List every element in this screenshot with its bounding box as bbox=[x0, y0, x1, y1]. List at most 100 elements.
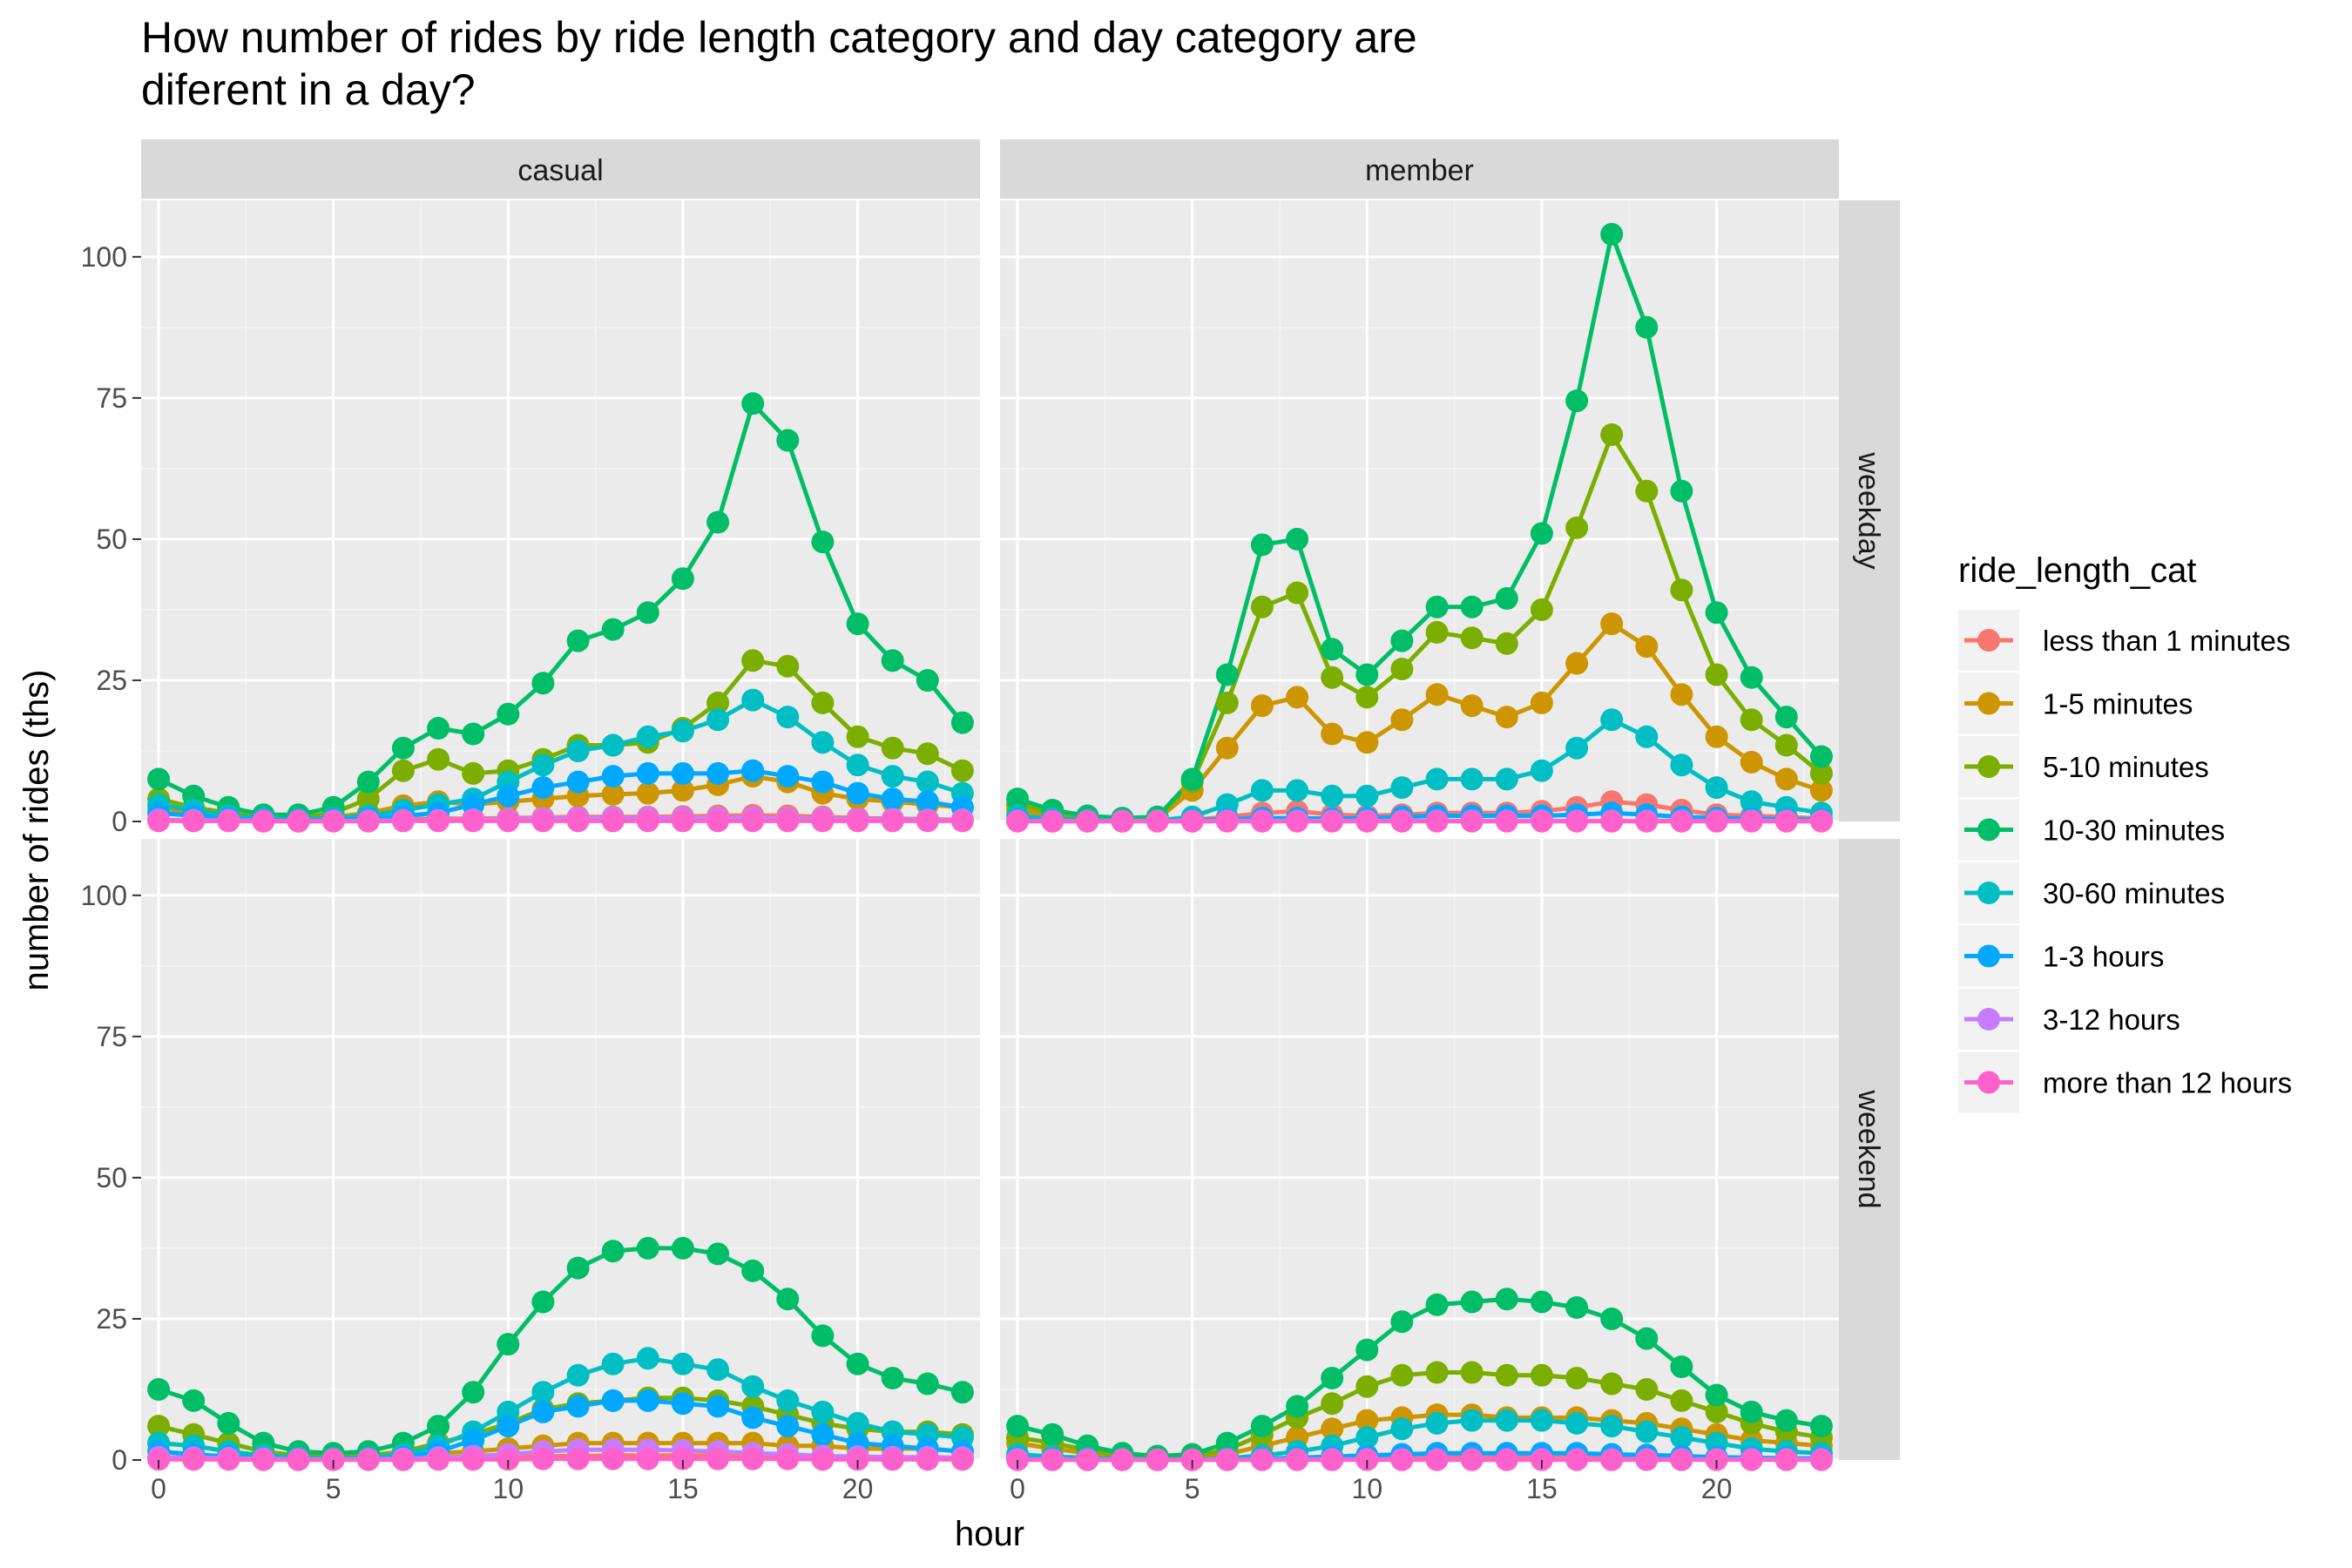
data-point-10-30-minutes bbox=[1321, 638, 1344, 661]
data-point-more-than-12-hours bbox=[147, 1448, 171, 1471]
strip-label-weekday: weekday bbox=[1852, 451, 1885, 569]
y-tick-label: 75 bbox=[96, 1021, 127, 1052]
x-tick-label: 0 bbox=[1010, 1473, 1025, 1504]
data-point-5-10-minutes bbox=[462, 761, 485, 785]
data-point-30-60-minutes bbox=[1250, 779, 1274, 802]
data-point-more-than-12-hours bbox=[1355, 1448, 1379, 1471]
data-point-1-3-hours bbox=[706, 1395, 730, 1418]
data-point-10-30-minutes bbox=[1670, 479, 1693, 503]
data-point-10-30-minutes bbox=[462, 722, 485, 746]
data-point-30-60-minutes bbox=[741, 688, 765, 712]
data-point-30-60-minutes bbox=[1425, 767, 1449, 791]
data-point-1-5-minutes bbox=[1250, 694, 1274, 718]
data-point-more-than-12-hours bbox=[321, 1448, 345, 1471]
data-point-more-than-12-hours bbox=[1774, 809, 1798, 833]
data-point-1-3-hours bbox=[776, 765, 800, 788]
data-point-more-than-12-hours bbox=[531, 809, 555, 833]
data-point-10-30-minutes bbox=[1250, 1415, 1274, 1438]
data-point-1-5-minutes bbox=[1286, 686, 1309, 709]
data-point-more-than-12-hours bbox=[462, 809, 485, 833]
data-point-more-than-12-hours bbox=[706, 1447, 730, 1470]
data-point-10-30-minutes bbox=[427, 1415, 450, 1438]
data-point-more-than-12-hours bbox=[1495, 809, 1518, 833]
y-tick-label: 100 bbox=[81, 880, 127, 911]
data-point-more-than-12-hours bbox=[636, 1447, 659, 1470]
data-point-more-than-12-hours bbox=[950, 809, 974, 833]
data-point-more-than-12-hours bbox=[497, 809, 520, 833]
data-point-more-than-12-hours bbox=[391, 809, 415, 833]
data-point-more-than-12-hours bbox=[287, 1448, 310, 1471]
data-point-30-60-minutes bbox=[1321, 784, 1344, 808]
data-point-5-10-minutes bbox=[846, 725, 869, 748]
data-point-more-than-12-hours bbox=[217, 809, 240, 833]
data-point-10-30-minutes bbox=[1530, 1290, 1553, 1314]
data-point-10-30-minutes bbox=[741, 392, 765, 416]
data-point-5-10-minutes bbox=[1705, 663, 1728, 686]
data-point-30-60-minutes bbox=[881, 765, 904, 788]
data-point-more-than-12-hours bbox=[1286, 809, 1309, 833]
data-point-10-30-minutes bbox=[462, 1381, 485, 1404]
data-point-10-30-minutes bbox=[356, 770, 380, 794]
data-point-more-than-12-hours bbox=[1530, 809, 1553, 833]
data-point-30-60-minutes bbox=[566, 740, 590, 762]
data-point-1-3-hours bbox=[531, 776, 555, 800]
y-tick-label: 0 bbox=[112, 806, 127, 837]
data-point-more-than-12-hours bbox=[1390, 1448, 1414, 1471]
data-point-10-30-minutes bbox=[1530, 522, 1553, 545]
data-point-1-5-minutes bbox=[1600, 612, 1624, 636]
data-point-30-60-minutes bbox=[706, 1358, 730, 1382]
data-point-1-5-minutes bbox=[1425, 683, 1449, 706]
data-point-more-than-12-hours bbox=[1425, 809, 1449, 833]
data-point-more-than-12-hours bbox=[1635, 809, 1659, 833]
data-point-more-than-12-hours bbox=[1041, 1448, 1064, 1471]
y-tick-label: 50 bbox=[96, 1162, 127, 1193]
data-point-1-3-hours bbox=[531, 1400, 555, 1423]
y-tick-label: 0 bbox=[112, 1444, 127, 1476]
data-point-1-3-hours bbox=[846, 781, 869, 805]
data-point-30-60-minutes bbox=[1355, 1426, 1379, 1450]
data-point-1-3-hours bbox=[881, 787, 904, 811]
data-point-5-10-minutes bbox=[1774, 733, 1798, 757]
legend-key-point-5-10-minutes bbox=[1977, 755, 2000, 778]
data-point-5-10-minutes bbox=[391, 759, 415, 782]
data-point-30-60-minutes bbox=[1530, 1409, 1553, 1432]
data-point-1-3-hours bbox=[636, 1389, 659, 1412]
legend-key-point-3-12-hours bbox=[1977, 1008, 2000, 1031]
data-point-more-than-12-hours bbox=[1111, 1448, 1134, 1471]
data-point-more-than-12-hours bbox=[566, 1447, 590, 1470]
data-point-1-3-hours bbox=[741, 1406, 765, 1429]
legend: less than 1 minutes 1-5 minutes 5-10 minut… bbox=[1958, 610, 2292, 1113]
data-point-5-10-minutes bbox=[1355, 686, 1379, 709]
data-point-more-than-12-hours bbox=[1809, 1448, 1833, 1471]
x-tick-label: 15 bbox=[667, 1473, 699, 1504]
data-point-5-10-minutes bbox=[1670, 578, 1693, 602]
data-point-1-5-minutes bbox=[1390, 708, 1414, 732]
data-point-more-than-12-hours bbox=[1180, 809, 1204, 833]
data-point-more-than-12-hours bbox=[846, 809, 869, 833]
data-point-1-3-hours bbox=[497, 784, 520, 808]
data-point-5-10-minutes bbox=[776, 654, 800, 678]
data-point-1-5-minutes bbox=[1809, 779, 1833, 802]
data-point-1-3-hours bbox=[462, 1429, 485, 1452]
data-point-more-than-12-hours bbox=[391, 1448, 415, 1471]
data-point-30-60-minutes bbox=[1635, 725, 1659, 748]
data-point-10-30-minutes bbox=[601, 618, 625, 641]
data-point-10-30-minutes bbox=[1390, 629, 1414, 652]
data-point-10-30-minutes bbox=[1390, 1310, 1414, 1334]
panel-member-weekday bbox=[1000, 200, 1839, 833]
data-point-10-30-minutes bbox=[1740, 666, 1763, 689]
data-point-5-10-minutes bbox=[1286, 581, 1309, 605]
data-point-1-3-hours bbox=[497, 1415, 520, 1438]
data-point-more-than-12-hours bbox=[1250, 1448, 1274, 1471]
data-point-10-30-minutes bbox=[391, 736, 415, 760]
data-point-10-30-minutes bbox=[706, 510, 730, 534]
data-point-more-than-12-hours bbox=[1321, 1448, 1344, 1471]
data-point-10-30-minutes bbox=[1565, 1296, 1589, 1319]
data-point-30-60-minutes bbox=[636, 1347, 659, 1370]
data-point-more-than-12-hours bbox=[1774, 1448, 1798, 1471]
strip-label-member: member bbox=[1365, 154, 1474, 187]
data-point-1-5-minutes bbox=[1321, 722, 1344, 746]
data-point-5-10-minutes bbox=[1460, 626, 1484, 650]
data-point-1-3-hours bbox=[566, 1395, 590, 1418]
data-point-5-10-minutes bbox=[1495, 1363, 1518, 1387]
